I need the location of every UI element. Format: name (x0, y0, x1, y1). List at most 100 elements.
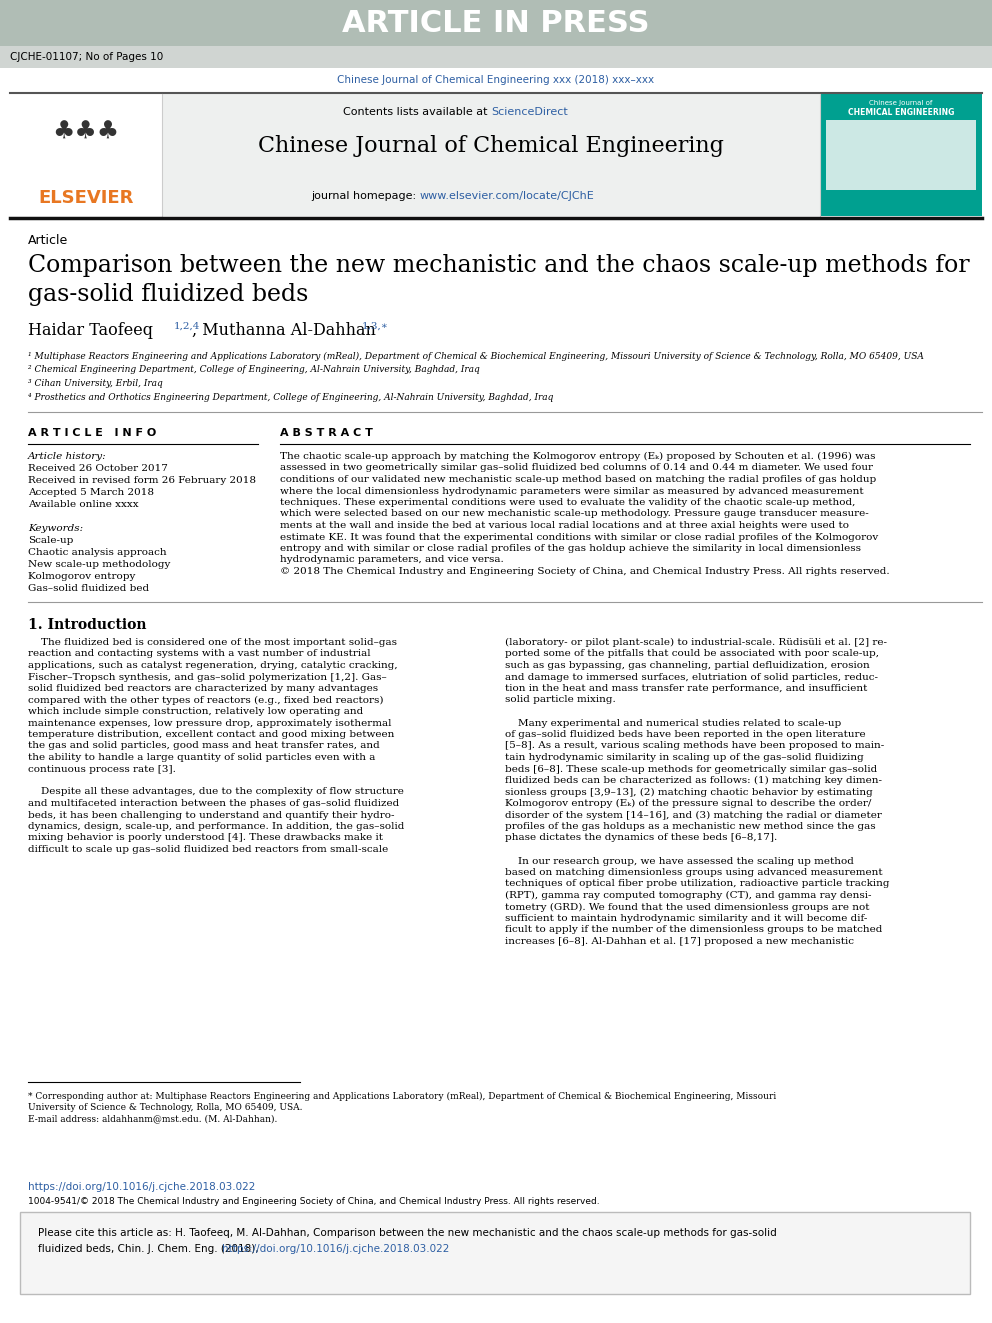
Text: temperature distribution, excellent contact and good mixing between: temperature distribution, excellent cont… (28, 730, 395, 740)
Text: ScienceDirect: ScienceDirect (491, 107, 567, 116)
Text: Haidar Taofeeq: Haidar Taofeeq (28, 321, 158, 339)
Text: Received 26 October 2017: Received 26 October 2017 (28, 464, 168, 474)
Text: ARTICLE IN PRESS: ARTICLE IN PRESS (342, 8, 650, 37)
Text: Comparison between the new mechanistic and the chaos scale-up methods for
gas-so: Comparison between the new mechanistic a… (28, 254, 969, 307)
Text: Fischer–Tropsch synthesis, and gas–solid polymerization [1,2]. Gas–: Fischer–Tropsch synthesis, and gas–solid… (28, 672, 387, 681)
Text: hydrodynamic parameters, and vice versa.: hydrodynamic parameters, and vice versa. (280, 556, 504, 565)
Text: ments at the wall and inside the bed at various local radial locations and at th: ments at the wall and inside the bed at … (280, 521, 849, 531)
Text: entropy and with similar or close radial profiles of the gas holdup achieve the : entropy and with similar or close radial… (280, 544, 861, 553)
Text: [5–8]. As a result, various scaling methods have been proposed to main-: [5–8]. As a result, various scaling meth… (505, 741, 884, 750)
Text: tion in the heat and mass transfer rate performance, and insufficient: tion in the heat and mass transfer rate … (505, 684, 867, 693)
Text: Chinese Journal of: Chinese Journal of (869, 101, 932, 106)
Text: reaction and contacting systems with a vast number of industrial: reaction and contacting systems with a v… (28, 650, 371, 659)
Text: of gas–solid fluidized beds have been reported in the open literature: of gas–solid fluidized beds have been re… (505, 730, 866, 740)
Text: ficult to apply if the number of the dimensionless groups to be matched: ficult to apply if the number of the dim… (505, 926, 882, 934)
Text: Chinese Journal of Chemical Engineering: Chinese Journal of Chemical Engineering (258, 135, 724, 157)
Text: https://doi.org/10.1016/j.cjche.2018.03.022: https://doi.org/10.1016/j.cjche.2018.03.… (28, 1181, 255, 1192)
Text: https://doi.org/10.1016/j.cjche.2018.03.022: https://doi.org/10.1016/j.cjche.2018.03.… (222, 1244, 449, 1254)
Text: disorder of the system [14–16], and (3) matching the radial or diameter: disorder of the system [14–16], and (3) … (505, 811, 882, 820)
Text: Please cite this article as: H. Taofeeq, M. Al-Dahhan, Comparison between the ne: Please cite this article as: H. Taofeeq,… (38, 1228, 777, 1238)
Text: 1,3,∗: 1,3,∗ (362, 321, 389, 331)
Text: beds [6–8]. These scale-up methods for geometrically similar gas–solid: beds [6–8]. These scale-up methods for g… (505, 765, 877, 774)
FancyBboxPatch shape (0, 0, 992, 46)
Text: The fluidized bed is considered one of the most important solid–gas: The fluidized bed is considered one of t… (28, 638, 397, 647)
Text: Scale-up: Scale-up (28, 536, 73, 545)
Text: University of Science & Technology, Rolla, MO 65409, USA.: University of Science & Technology, Roll… (28, 1103, 303, 1113)
Text: CHEMICAL ENGINEERING: CHEMICAL ENGINEERING (848, 108, 954, 116)
Text: maintenance expenses, low pressure drop, approximately isothermal: maintenance expenses, low pressure drop,… (28, 718, 392, 728)
FancyBboxPatch shape (10, 94, 162, 216)
Text: New scale-up methodology: New scale-up methodology (28, 560, 171, 569)
Text: ♣♣♣: ♣♣♣ (53, 120, 120, 144)
Text: Chaotic analysis approach: Chaotic analysis approach (28, 548, 167, 557)
Text: which include simple construction, relatively low operating and: which include simple construction, relat… (28, 706, 363, 716)
Text: Available online xxxx: Available online xxxx (28, 500, 139, 509)
Text: based on matching dimensionless groups using advanced measurement: based on matching dimensionless groups u… (505, 868, 883, 877)
Text: (laboratory- or pilot plant-scale) to industrial-scale. Rüdisüli et al. [2] re-: (laboratory- or pilot plant-scale) to in… (505, 638, 887, 647)
Text: solid particle mixing.: solid particle mixing. (505, 696, 616, 705)
Text: ³ Cihan University, Erbil, Iraq: ³ Cihan University, Erbil, Iraq (28, 378, 163, 388)
Text: such as gas bypassing, gas channeling, partial defluidization, erosion: such as gas bypassing, gas channeling, p… (505, 662, 870, 669)
Text: increases [6–8]. Al-Dahhan et al. [17] proposed a new mechanistic: increases [6–8]. Al-Dahhan et al. [17] p… (505, 937, 854, 946)
Text: sufficient to maintain hydrodynamic similarity and it will become dif-: sufficient to maintain hydrodynamic simi… (505, 914, 867, 923)
Text: Article history:: Article history: (28, 452, 106, 460)
Text: www.elsevier.com/locate/CJChE: www.elsevier.com/locate/CJChE (420, 191, 595, 201)
Text: CJCHE-01107; No of Pages 10: CJCHE-01107; No of Pages 10 (10, 52, 164, 62)
Text: the ability to handle a large quantity of solid particles even with a: the ability to handle a large quantity o… (28, 753, 375, 762)
Text: fluidized beds, Chin. J. Chem. Eng. (2018),: fluidized beds, Chin. J. Chem. Eng. (201… (38, 1244, 262, 1254)
Text: mixing behavior is poorly understood [4]. These drawbacks make it: mixing behavior is poorly understood [4]… (28, 833, 383, 843)
Text: Chinese Journal of Chemical Engineering xxx (2018) xxx–xxx: Chinese Journal of Chemical Engineering … (337, 75, 655, 85)
FancyBboxPatch shape (0, 46, 992, 67)
Text: the gas and solid particles, good mass and heat transfer rates, and: the gas and solid particles, good mass a… (28, 741, 380, 750)
Text: Kolmogorov entropy (Eₖ) of the pressure signal to describe the order/: Kolmogorov entropy (Eₖ) of the pressure … (505, 799, 871, 808)
Text: Accepted 5 March 2018: Accepted 5 March 2018 (28, 488, 154, 497)
Text: beds, it has been challenging to understand and quantify their hydro-: beds, it has been challenging to underst… (28, 811, 395, 819)
Text: ¹ Multiphase Reactors Engineering and Applications Laboratory (mReal), Departmen: ¹ Multiphase Reactors Engineering and Ap… (28, 352, 924, 361)
FancyBboxPatch shape (162, 94, 820, 216)
Text: tometry (GRD). We found that the used dimensionless groups are not: tometry (GRD). We found that the used di… (505, 902, 870, 912)
Text: Keywords:: Keywords: (28, 524, 83, 533)
Text: ported some of the pitfalls that could be associated with poor scale-up,: ported some of the pitfalls that could b… (505, 650, 879, 659)
Text: solid fluidized bed reactors are characterized by many advantages: solid fluidized bed reactors are charact… (28, 684, 378, 693)
Text: fluidized beds can be characterized as follows: (1) matching key dimen-: fluidized beds can be characterized as f… (505, 777, 882, 785)
Text: ELSEVIER: ELSEVIER (39, 189, 134, 206)
Text: techniques of optical fiber probe utilization, radioactive particle tracking: techniques of optical fiber probe utiliz… (505, 880, 890, 889)
Text: 1,2,4: 1,2,4 (174, 321, 200, 331)
Text: sionless groups [3,9–13], (2) matching chaotic behavior by estimating: sionless groups [3,9–13], (2) matching c… (505, 787, 873, 796)
Text: , Muthanna Al-Dahhan: , Muthanna Al-Dahhan (192, 321, 381, 339)
Text: techniques. These experimental conditions were used to evaluate the validity of : techniques. These experimental condition… (280, 497, 855, 507)
Text: assessed in two geometrically similar gas–solid fluidized bed columns of 0.14 an: assessed in two geometrically similar ga… (280, 463, 873, 472)
Text: 1. Introduction: 1. Introduction (28, 618, 147, 632)
Text: ⁴ Prosthetics and Orthotics Engineering Department, College of Engineering, Al-N: ⁴ Prosthetics and Orthotics Engineering … (28, 393, 554, 401)
FancyBboxPatch shape (820, 94, 982, 216)
Text: journal homepage:: journal homepage: (311, 191, 420, 201)
Text: Contents lists available at: Contents lists available at (343, 107, 491, 116)
Text: © 2018 The Chemical Industry and Engineering Society of China, and Chemical Indu: © 2018 The Chemical Industry and Enginee… (280, 568, 890, 576)
Text: continuous process rate [3].: continuous process rate [3]. (28, 765, 176, 774)
Text: E-mail address: aldahhanm@mst.edu. (M. Al-Dahhan).: E-mail address: aldahhanm@mst.edu. (M. A… (28, 1114, 278, 1123)
Text: A B S T R A C T: A B S T R A C T (280, 429, 373, 438)
FancyBboxPatch shape (826, 120, 976, 191)
Text: tain hydrodynamic similarity in scaling up of the gas–solid fluidizing: tain hydrodynamic similarity in scaling … (505, 753, 864, 762)
Text: Article: Article (28, 234, 68, 247)
Text: dynamics, design, scale-up, and performance. In addition, the gas–solid: dynamics, design, scale-up, and performa… (28, 822, 405, 831)
Text: A R T I C L E   I N F O: A R T I C L E I N F O (28, 429, 157, 438)
Text: In our research group, we have assessed the scaling up method: In our research group, we have assessed … (505, 856, 854, 865)
Text: compared with the other types of reactors (e.g., fixed bed reactors): compared with the other types of reactor… (28, 696, 384, 705)
Text: conditions of our validated new mechanistic scale-up method based on matching th: conditions of our validated new mechanis… (280, 475, 876, 484)
Text: phase dictates the dynamics of these beds [6–8,17].: phase dictates the dynamics of these bed… (505, 833, 778, 843)
Text: where the local dimensionless hydrodynamic parameters were similar as measured b: where the local dimensionless hydrodynam… (280, 487, 864, 496)
Text: 1004-9541/© 2018 The Chemical Industry and Engineering Society of China, and Che: 1004-9541/© 2018 The Chemical Industry a… (28, 1197, 599, 1207)
Text: and damage to immersed surfaces, elutriation of solid particles, reduc-: and damage to immersed surfaces, elutria… (505, 672, 878, 681)
Text: Many experimental and numerical studies related to scale-up: Many experimental and numerical studies … (505, 718, 841, 728)
Text: and multifaceted interaction between the phases of gas–solid fluidized: and multifaceted interaction between the… (28, 799, 399, 808)
Text: * Corresponding author at: Multiphase Reactors Engineering and Applications Labo: * Corresponding author at: Multiphase Re… (28, 1091, 777, 1101)
Text: profiles of the gas holdups as a mechanistic new method since the gas: profiles of the gas holdups as a mechani… (505, 822, 876, 831)
Text: Received in revised form 26 February 2018: Received in revised form 26 February 201… (28, 476, 256, 486)
FancyBboxPatch shape (20, 1212, 970, 1294)
Text: estimate KE. It was found that the experimental conditions with similar or close: estimate KE. It was found that the exper… (280, 532, 878, 541)
Text: which were selected based on our new mechanistic scale-up methodology. Pressure : which were selected based on our new mec… (280, 509, 869, 519)
Text: (RPT), gamma ray computed tomography (CT), and gamma ray densi-: (RPT), gamma ray computed tomography (CT… (505, 890, 872, 900)
Text: ² Chemical Engineering Department, College of Engineering, Al-Nahrain University: ² Chemical Engineering Department, Colle… (28, 365, 480, 374)
Text: applications, such as catalyst regeneration, drying, catalytic cracking,: applications, such as catalyst regenerat… (28, 662, 398, 669)
